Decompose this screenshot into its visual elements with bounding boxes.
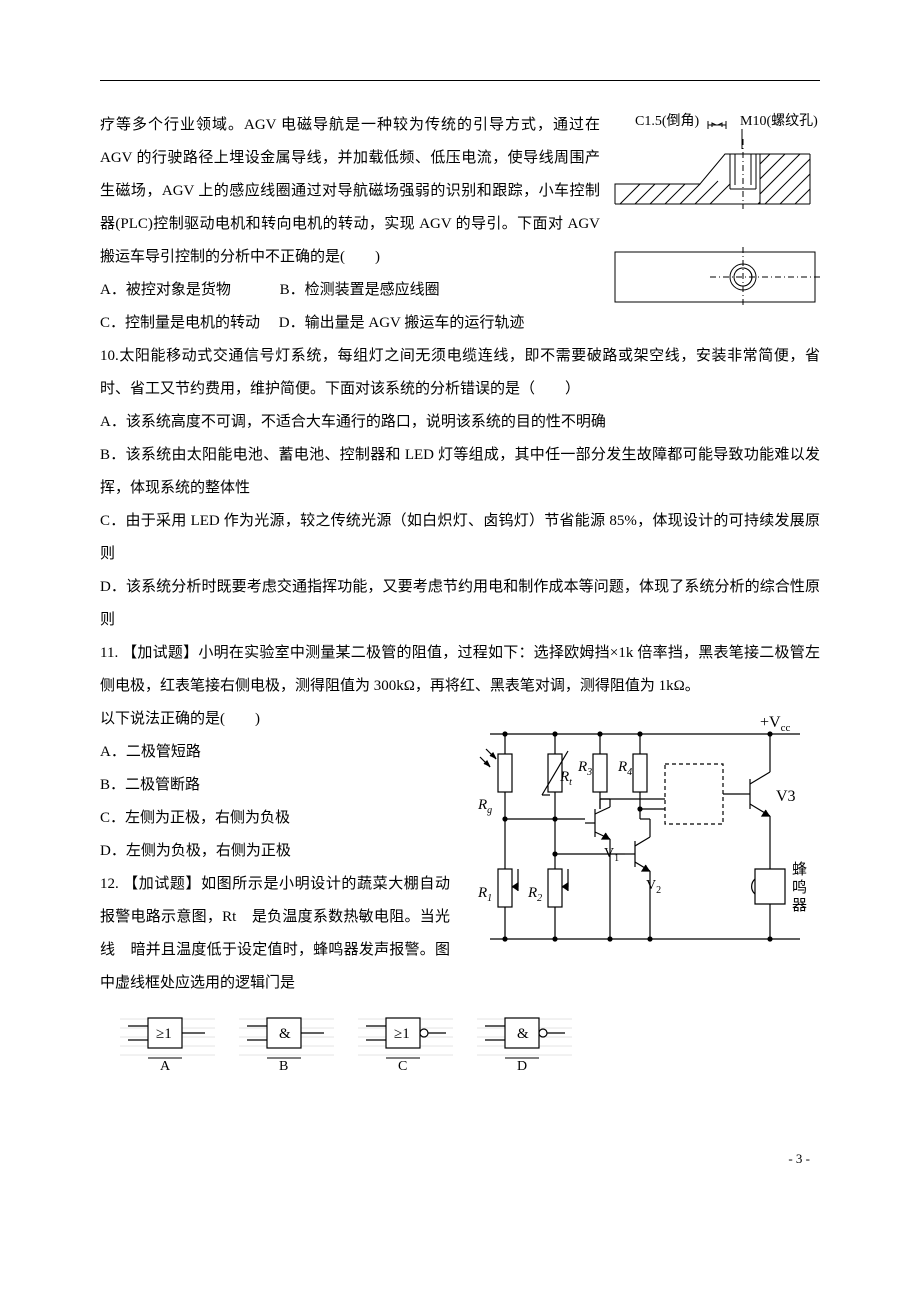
svg-text:V3: V3 <box>776 788 796 805</box>
page-number: - 3 - <box>100 1145 820 1174</box>
svg-text:Rt: Rt <box>559 769 572 788</box>
svg-text:V1: V1 <box>604 846 619 864</box>
svg-text:R2: R2 <box>527 885 542 904</box>
svg-text:R1: R1 <box>477 885 492 904</box>
q9-opt-b: B．检测装置是感应线圈 <box>280 282 440 298</box>
svg-text:蜂: 蜂 <box>792 861 807 878</box>
svg-text:R4: R4 <box>617 759 632 778</box>
svg-text:Rg: Rg <box>477 797 492 816</box>
svg-text:D: D <box>517 1059 527 1072</box>
gate-opt-c: ≥1 C <box>358 1010 453 1085</box>
chamfer-label: C1.5(倒角) <box>635 113 699 129</box>
q10-opt-b: B．该系统由太阳能电池、蓄电池、控制器和 LED 灯等组成，其中任一部分发生故障… <box>100 439 820 505</box>
tech-figure-group: C1.5(倒角) M10(螺纹孔) <box>610 109 820 320</box>
q10-stem: 10.太阳能移动式交通信号灯系统，每组灯之间无须电缆连线，即不需要破路或架空线，… <box>100 340 820 406</box>
top-rule <box>100 80 820 81</box>
thread-label: M10(螺纹孔) <box>740 113 818 129</box>
svg-text:+Vcc: +Vcc <box>760 714 790 734</box>
q9-opt-a: A．被控对象是货物 <box>100 282 231 298</box>
circuit-figure: +Vcc Rg <box>460 709 820 972</box>
gate-opt-b: & B <box>239 1010 334 1085</box>
q10-opt-d: D．该系统分析时既要考虑交通指挥功能，又要考虑节约用电和制作成本等问题，体现了系… <box>100 571 820 637</box>
q9-opt-c: C．控制量是电机的转动 <box>100 315 260 331</box>
svg-text:R3: R3 <box>577 759 592 778</box>
svg-text:V2: V2 <box>646 878 661 896</box>
svg-text:&: & <box>517 1026 529 1042</box>
top-view-figure <box>610 247 820 307</box>
svg-text:≥1: ≥1 <box>156 1026 172 1042</box>
svg-text:B: B <box>279 1059 288 1072</box>
chamfer-thread-figure: C1.5(倒角) M10(螺纹孔) <box>610 109 820 224</box>
q10-opt-c: C．由于采用 LED 作为光源，较之传统光源（如白炽灯、卤钨灯）节省能源 85%… <box>100 505 820 571</box>
gate-opt-a: ≥1 A <box>120 1010 215 1085</box>
page-content: C1.5(倒角) M10(螺纹孔) <box>100 109 820 1085</box>
q11-stem-a: 11. 【加试题】小明在实验室中测量某二极管的阻值，过程如下：选择欧姆挡×1k … <box>100 637 820 703</box>
svg-text:&: & <box>279 1026 291 1042</box>
gate-opt-d: & D <box>477 1010 572 1085</box>
gate-options: ≥1 A <box>120 1010 820 1085</box>
svg-text:器: 器 <box>792 898 807 914</box>
svg-text:C: C <box>398 1059 407 1072</box>
svg-text:A: A <box>160 1059 171 1072</box>
q9-opt-d: D．输出量是 AGV 搬运车的运行轨迹 <box>279 315 525 331</box>
svg-text:鸣: 鸣 <box>792 879 807 896</box>
svg-text:≥1: ≥1 <box>394 1026 410 1042</box>
q10-opt-a: A．该系统高度不可调，不适合大车通行的路口，说明该系统的目的性不明确 <box>100 406 820 439</box>
